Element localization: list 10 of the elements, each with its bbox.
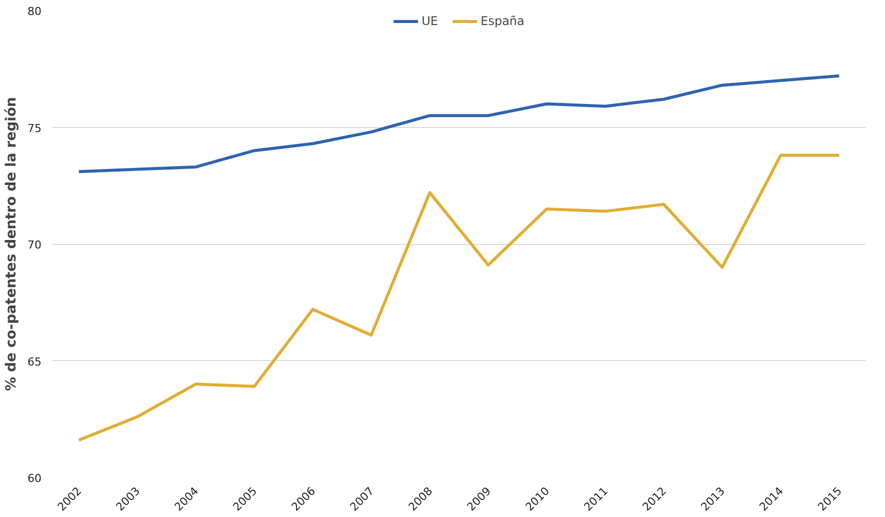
- y-tick-label: 70: [28, 238, 42, 252]
- y-tick-label: 80: [28, 5, 42, 18]
- y-tick-label: 60: [28, 472, 42, 485]
- y-tick-label: 65: [28, 355, 42, 368]
- line-series: [77, 74, 841, 174]
- y-tick-label: 75: [28, 122, 42, 135]
- y-axis-title: % de co-patentes dentro de la región: [4, 97, 20, 391]
- legend-label: UE: [422, 14, 439, 28]
- legend-label: España: [480, 14, 524, 28]
- line-series: [77, 154, 841, 442]
